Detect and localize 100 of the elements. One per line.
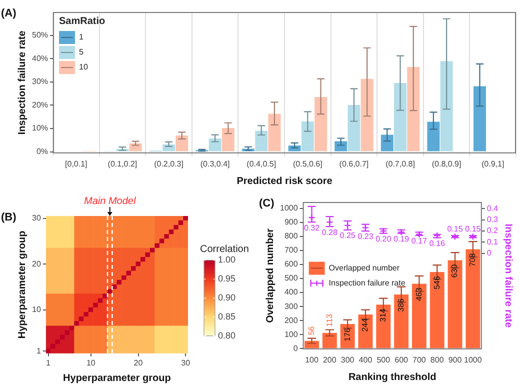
x-tick-label: (0.8,0.9] [432, 159, 462, 168]
y2-tick-label: 0.4 [486, 204, 499, 213]
y-tick-label: 800 [284, 232, 298, 241]
y-tick-label: 1000 [280, 204, 298, 213]
data-label: 0.32 [304, 223, 320, 232]
legend-label: 5 [79, 48, 84, 57]
x-tick-label: (0.5,0.6] [292, 159, 322, 168]
y-tick-label: 0% [36, 146, 48, 156]
y-tick-label: 30 [32, 213, 42, 222]
data-label: 0.23 [358, 232, 374, 242]
bar [412, 284, 426, 348]
bar [314, 97, 328, 152]
bar [222, 128, 234, 152]
x-tick-label: 30 [181, 358, 191, 368]
y-tick-label: 100 [284, 330, 298, 339]
legend-label: Overlapped number [328, 263, 400, 272]
y-tick-label: 500 [284, 274, 298, 283]
point [469, 233, 477, 240]
bar [474, 86, 486, 152]
x-axis-title: Predicted risk score [236, 176, 333, 187]
legend-label: 10 [79, 62, 88, 72]
data-label: 0.20 [376, 234, 392, 244]
data-label: 314 [378, 308, 388, 322]
legend-label: 1 [79, 32, 84, 42]
x-tick-label: (0.7,0.8] [386, 159, 415, 168]
x-tick-label: 100 [305, 355, 319, 364]
data-label: 0.15 [465, 224, 482, 234]
color-bar-label: 0.90 [218, 292, 236, 302]
bar [380, 134, 394, 152]
x-tick-label: [0,0.1] [65, 159, 88, 168]
y2-tick-label: 0 [486, 248, 492, 258]
bar [376, 304, 391, 348]
data-label: 113 [324, 313, 334, 327]
y-tick-label: 0 [293, 344, 298, 353]
data-label: 630 [450, 264, 460, 278]
x-tick-label: (0.2,0.3] [154, 159, 184, 168]
y-tick-label: 40% [32, 54, 48, 63]
point [434, 232, 441, 240]
data-label: 0.15 [447, 224, 464, 234]
data-label: 386 [396, 298, 406, 312]
x-tick-label: 20 [134, 358, 144, 368]
legend-title: SamRatio [59, 16, 106, 27]
data-label: 0.28 [322, 228, 338, 237]
x-tick-label: 700 [412, 355, 426, 364]
x-tick-label: 200 [322, 355, 337, 364]
data-label: 463 [414, 287, 424, 302]
y2-tick-label: 0.1 [486, 237, 499, 246]
color-bar-label: 0.95 [218, 274, 236, 284]
bar [394, 83, 406, 152]
data-label: 708 [468, 252, 478, 267]
x-tick-label: (0.3,0.4] [200, 159, 230, 168]
y-axis-title: Inspection failure rate [16, 30, 28, 135]
bar [360, 78, 374, 152]
data-label: 0.17 [411, 236, 428, 246]
data-label: 56 [306, 326, 316, 336]
y-tick-label: 200 [284, 316, 298, 325]
chart-title: (C) [259, 198, 275, 210]
color-bar-label: 1.00 [218, 254, 236, 265]
y-tick-label: 20 [32, 259, 42, 268]
bar [268, 114, 281, 152]
y-tick-label: 50% [32, 30, 48, 40]
x-tick-label: 400 [358, 355, 373, 364]
x-tick-label: 600 [394, 355, 409, 364]
y-tick-label: 700 [284, 246, 298, 255]
bar [394, 294, 409, 348]
x-tick-label: 300 [340, 355, 355, 364]
y2-tick-label: 0.3 [486, 215, 499, 224]
x-tick-label: 10 [86, 358, 96, 368]
bar [322, 332, 337, 348]
bar [301, 121, 314, 152]
data-label: 546 [432, 276, 442, 290]
bar [448, 260, 462, 348]
bar [348, 104, 360, 152]
y-tick-label: 10 [32, 305, 42, 314]
bar [466, 249, 480, 348]
legend-label: Inspection failure rate [328, 278, 406, 288]
x-tick-label: (0.4,0.5] [246, 159, 276, 168]
data-label: 0.25 [340, 231, 356, 240]
bar [208, 138, 222, 152]
data-label: 176 [342, 327, 352, 342]
bar [440, 61, 453, 152]
y-tick-label: 10% [32, 124, 48, 133]
point [398, 228, 405, 236]
point [451, 233, 459, 240]
x-tick-label: 500 [376, 355, 391, 364]
x-axis-title: Ranking threshold [348, 372, 436, 383]
y-tick-label: 1 [36, 346, 42, 356]
y-tick-label: 900 [284, 218, 298, 227]
bar [176, 135, 188, 152]
text: Main Model [84, 196, 136, 207]
y-tick-label: 30% [32, 77, 48, 86]
y-tick-label: 600 [284, 260, 298, 269]
data-label: 244 [360, 318, 370, 332]
color-bar-label: 0.85 [218, 311, 236, 322]
bar [430, 272, 444, 348]
x-tick-label: 800 [430, 355, 444, 364]
y2-axis-title: Inspection failure rate [502, 224, 514, 328]
chart-title: (A) [1, 8, 17, 20]
y-tick-label: 400 [284, 288, 298, 297]
y-axis-title: Hyperparameter group [16, 230, 28, 339]
